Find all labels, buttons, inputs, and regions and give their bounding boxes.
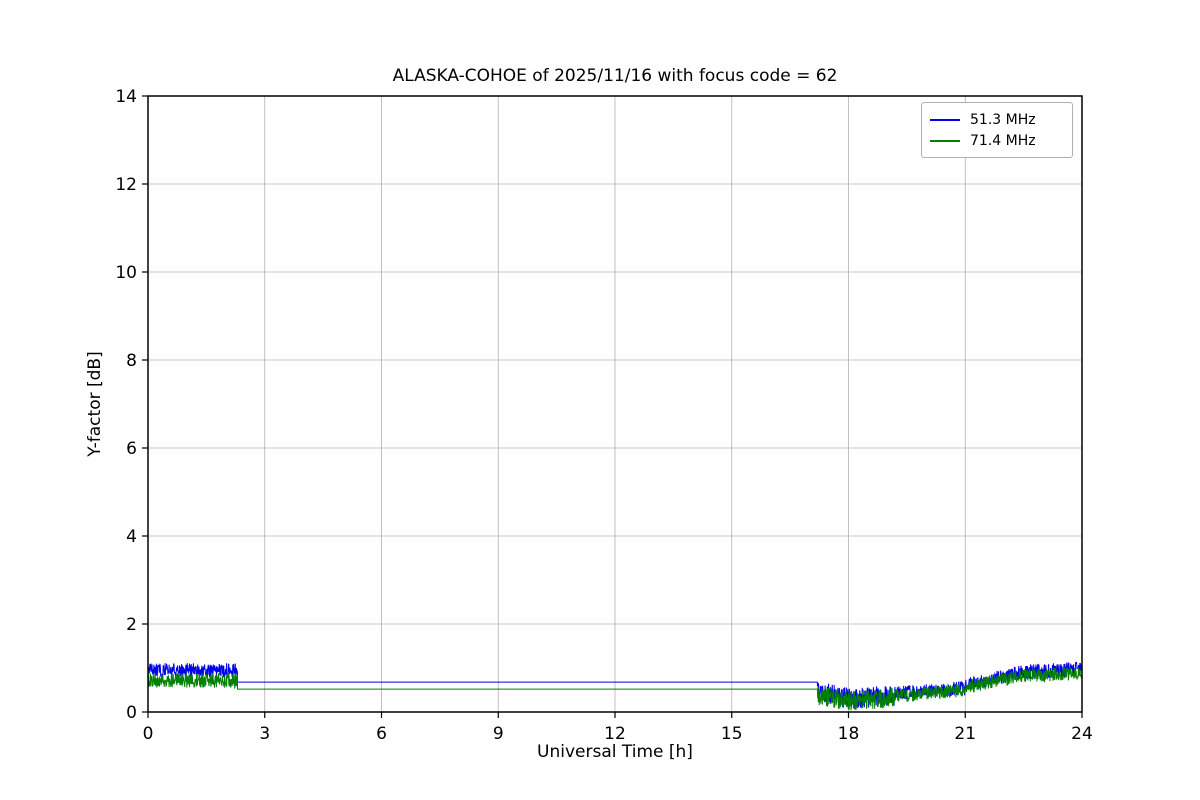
legend-label: 51.3 MHz [970, 111, 1036, 128]
x-tick-label: 24 [1071, 724, 1093, 744]
legend-line-blue-icon [930, 118, 960, 121]
y-tick-label: 4 [126, 527, 137, 547]
y-tick-label: 12 [115, 175, 137, 195]
series-line-71-4-mhz [147, 667, 1083, 711]
legend-item: 51.3 MHz [930, 109, 1064, 130]
x-tick-label: 12 [604, 724, 626, 744]
legend-label: 71.4 MHz [970, 132, 1036, 149]
y-tick-label: 8 [126, 351, 137, 371]
x-tick-label: 3 [259, 724, 270, 744]
y-tick-label: 2 [126, 615, 137, 635]
x-tick-label: 0 [143, 724, 154, 744]
x-axis-label: Universal Time [h] [537, 742, 693, 762]
legend-item: 71.4 MHz [930, 130, 1064, 151]
y-tick-label: 0 [126, 703, 137, 723]
x-tick-label: 15 [721, 724, 743, 744]
chart-title: ALASKA-COHOE of 2025/11/16 with focus co… [392, 66, 838, 86]
legend-line-green-icon [930, 139, 960, 142]
y-tick-label: 6 [126, 439, 137, 459]
x-tick-label: 18 [838, 724, 860, 744]
y-axis-label: Y-factor [dB] [85, 351, 105, 457]
y-tick-label: 10 [115, 263, 137, 283]
x-tick-label: 6 [376, 724, 387, 744]
x-tick-label: 21 [954, 724, 976, 744]
x-tick-label: 9 [493, 724, 504, 744]
legend: 51.3 MHz 71.4 MHz [921, 102, 1073, 158]
y-tick-label: 14 [115, 87, 137, 107]
